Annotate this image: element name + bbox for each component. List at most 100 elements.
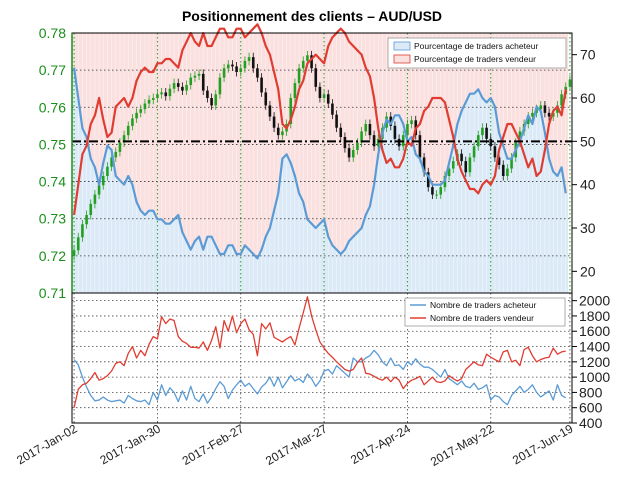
candle-body (239, 68, 243, 72)
percent-tick-label: 40 (580, 177, 596, 193)
candle-body (447, 168, 451, 176)
candle-body (222, 68, 226, 78)
candle-body (493, 146, 497, 158)
top-legend: Pourcentage de traders acheteur Pourcenta… (387, 37, 567, 69)
candle-body (476, 135, 480, 147)
count-tick-label: 600 (579, 400, 603, 416)
legend-label-seller-percent: Pourcentage de traders vendeur (414, 54, 536, 64)
date-tick-label: 2017-Feb-27 (180, 421, 247, 468)
candle-body (97, 185, 101, 195)
candle-body (114, 151, 118, 158)
candle-body (343, 137, 347, 149)
candle-body (406, 124, 409, 136)
date-tick-label: 2017-Apr-24 (348, 421, 413, 467)
candle-body (101, 176, 105, 186)
date-tick-label: 2017-Jun-19 (510, 421, 576, 467)
candle-body (460, 153, 463, 162)
candle-body (256, 68, 259, 78)
candle-body (351, 150, 355, 158)
candle-body (81, 224, 84, 238)
candle-body (485, 127, 488, 139)
candle-body (206, 90, 209, 98)
price-tick-label: 0.71 (39, 285, 66, 301)
candle-body (501, 164, 505, 176)
chart-title: Positionnement des clients – AUD/USD (182, 8, 442, 24)
candle-body (139, 109, 143, 113)
candle-body (197, 73, 201, 76)
candle-body (226, 64, 230, 69)
buyer-count-line (73, 349, 567, 406)
sentiment-panel: 0.71 0.72 0.73 0.74 0.75 0.76 0.77 0.78 20 30 40 50… (39, 23, 596, 301)
candle-body (506, 168, 509, 176)
price-tick-label: 0.76 (39, 99, 66, 115)
candle-body (151, 98, 155, 100)
candle-body (397, 138, 401, 147)
count-tick-label: 400 (579, 415, 603, 431)
candle-body (297, 68, 301, 84)
candle-body (472, 146, 476, 158)
candle-body (193, 75, 197, 78)
candle-body (289, 98, 293, 124)
candle-body (518, 131, 522, 143)
percent-tick-label: 20 (580, 263, 596, 279)
candle-body (276, 127, 280, 136)
count-tick-label: 1200 (579, 354, 610, 370)
candle-body (72, 250, 76, 256)
candle-body (147, 99, 151, 104)
price-tick-label: 0.77 (39, 62, 66, 78)
price-tick-label: 0.73 (39, 211, 66, 227)
count-tick-label: 1400 (579, 339, 610, 355)
top-legend-box (387, 37, 567, 69)
candle-body (543, 105, 547, 113)
candle-body (339, 127, 343, 137)
candle-body (318, 86, 322, 98)
date-tick-label: 2017-Jan-02 (14, 421, 80, 467)
candle-body (231, 64, 234, 67)
candle-body (526, 116, 530, 124)
date-tick-label: 2017-Mar-27 (263, 421, 330, 468)
candle-body (560, 94, 563, 106)
candle-body (118, 142, 122, 152)
candle-body (310, 55, 313, 69)
candle-body (347, 148, 351, 158)
candle-body (110, 157, 113, 167)
candle-body (164, 92, 168, 97)
candle-body (76, 237, 80, 251)
count-tick-label: 2000 (579, 293, 610, 309)
candle-body (468, 157, 472, 173)
candle-body (376, 138, 380, 147)
candle-body (156, 94, 159, 98)
candle-body (201, 73, 205, 91)
candle-body (131, 118, 134, 126)
price-tick-label: 0.74 (39, 174, 66, 190)
candle-body (172, 83, 176, 89)
percent-tick-label: 60 (580, 90, 596, 106)
candle-body (451, 161, 455, 169)
candle-body (218, 77, 222, 95)
candle-body (435, 194, 438, 196)
candle-body (539, 105, 543, 110)
bottom-legend: Nombre de traders acheteur Nombre de trad… (404, 297, 566, 327)
count-tick-label: 1600 (579, 323, 610, 339)
price-tick-label: 0.72 (39, 248, 66, 264)
candle-body (393, 125, 397, 139)
candle-body (426, 172, 430, 188)
bottom-plot-frame (71, 292, 573, 424)
candle-body (481, 127, 484, 136)
candle-body (272, 116, 276, 128)
candle-body (185, 85, 188, 91)
candle-body (422, 157, 426, 173)
candle-body (489, 138, 493, 147)
percent-tick-label: 50 (580, 133, 596, 149)
bottom-legend-box (404, 297, 566, 327)
seller-count-line (73, 296, 566, 408)
legend-swatch-seller-percent (393, 54, 411, 64)
candle-body (464, 161, 468, 173)
candle-body (189, 77, 193, 85)
price-tick-label: 0.78 (39, 25, 66, 41)
legend-label-buyer-count: Nombre de traders acheteur (430, 300, 536, 310)
candle-body (568, 79, 572, 87)
count-tick-label: 1800 (579, 308, 610, 324)
candle-body (168, 88, 172, 97)
